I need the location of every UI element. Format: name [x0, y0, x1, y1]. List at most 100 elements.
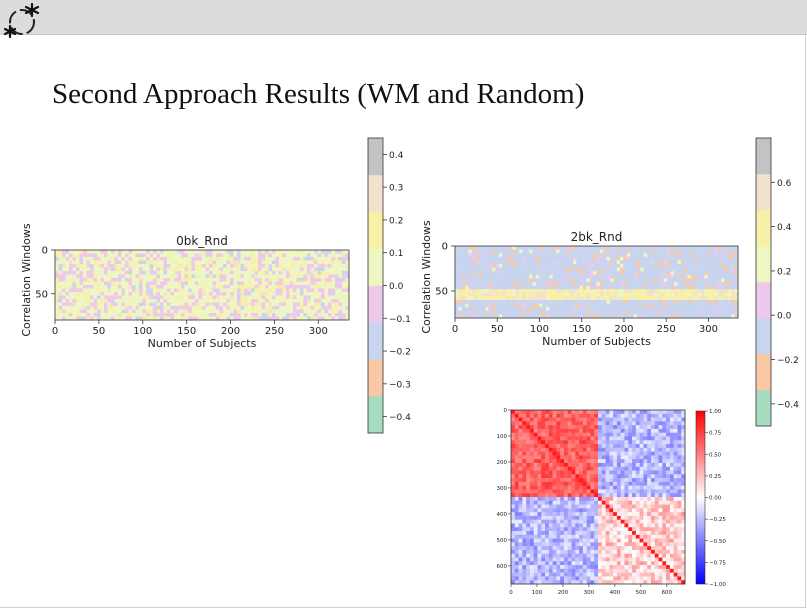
heatmap3-cell — [609, 440, 614, 445]
heatmap2-cell — [583, 253, 587, 258]
heatmap2-cell — [566, 285, 570, 290]
heatmap2-cell — [599, 289, 604, 294]
heatmap1-cell — [107, 271, 112, 275]
heatmap2-cell — [697, 278, 702, 283]
heatmap1-cell — [205, 281, 210, 286]
heatmap1-cell — [167, 309, 171, 314]
heatmap1-cell — [219, 278, 224, 282]
heatmap2-cell — [606, 249, 611, 254]
heatmap2-cell — [471, 253, 476, 258]
heatmap1-cell — [251, 306, 255, 310]
heatmap3-cell — [654, 455, 659, 460]
heatmap1-cell — [160, 309, 164, 314]
heatmap1-cell — [139, 295, 143, 300]
heatmap3-cell — [620, 523, 625, 528]
heatmap2-cell — [485, 314, 490, 319]
heatmap2-cell — [717, 246, 722, 250]
heatmap1-cell — [121, 260, 126, 265]
heatmap1-cell — [167, 274, 171, 279]
heatmap1-cell — [286, 302, 290, 307]
heatmap2-cell — [545, 310, 550, 315]
heatmap2-cell — [670, 314, 675, 319]
heatmap1-cell — [328, 313, 332, 317]
heatmap2-cell — [583, 267, 587, 272]
heatmap3-cell — [567, 470, 572, 475]
heatmap3-cell — [548, 504, 553, 509]
heatmap1-cell — [142, 285, 147, 289]
heatmap3-cell — [556, 500, 561, 505]
heatmap3-cell — [526, 519, 531, 524]
heatmap2-cell — [458, 296, 463, 301]
heatmap3-cell — [616, 459, 621, 464]
heatmap3-cell — [560, 519, 565, 524]
heatmap1-cell — [230, 278, 234, 282]
heatmap1-cell — [174, 316, 178, 321]
heatmap1-cell — [275, 295, 280, 300]
heatmap1-cell — [261, 299, 266, 303]
heatmap1-cell — [261, 250, 266, 254]
heatmap1-cell — [289, 299, 294, 303]
heatmap3-cell — [518, 421, 523, 426]
heatmap3-cell — [541, 478, 546, 483]
heatmap2-cell — [714, 300, 719, 304]
heatmap1-cell — [195, 299, 199, 303]
heatmap2-cell — [481, 292, 486, 297]
heatmap1-cell — [90, 267, 94, 272]
heatmap3-cell — [628, 523, 633, 528]
heatmap1-cell — [219, 250, 224, 254]
heatmap3-cell — [673, 515, 678, 520]
heatmap3-cell — [537, 523, 542, 528]
heatmap1-cell — [142, 292, 147, 296]
heatmap3-cell — [643, 413, 648, 418]
heatmap2-cell — [492, 253, 496, 258]
heatmap2-cell — [495, 292, 500, 297]
heatmap1-cell — [86, 302, 91, 307]
heatmap2-cell — [519, 296, 523, 301]
heatmap3-cell — [518, 470, 523, 475]
heatmap2-cell — [492, 292, 496, 297]
heatmap3-cell — [590, 432, 595, 437]
heatmap3-cell — [632, 421, 637, 426]
heatmap2-cell — [481, 271, 486, 276]
heatmap3-cell — [541, 466, 546, 471]
heatmap3-cell — [628, 508, 633, 513]
heatmap3-cell — [658, 451, 663, 456]
heatmap1-cell — [125, 253, 129, 258]
heatmap2-cell — [559, 278, 564, 283]
heatmap3-cell — [601, 466, 606, 471]
heatmap2-cell — [535, 256, 540, 261]
heatmap2-cell — [650, 303, 655, 308]
heatmap3-cell — [537, 432, 542, 437]
heatmap1-cell — [293, 278, 297, 282]
heatmap3-cell — [673, 493, 678, 498]
heatmap1-cell — [247, 295, 252, 300]
heatmap2-cell — [495, 246, 500, 250]
heatmap3-cell — [563, 466, 569, 471]
heatmap2-cell — [492, 246, 496, 250]
heatmap2-cell — [633, 310, 638, 315]
heatmap1-cell — [265, 299, 269, 303]
heatmap1-cell — [209, 309, 213, 314]
heatmap3-cell — [669, 500, 674, 505]
heatmap2-cell — [663, 303, 668, 308]
heatmap2-cell — [717, 264, 722, 268]
heatmap2-cell — [680, 310, 685, 315]
heatmap3-cell — [628, 531, 633, 536]
heatmap3-cell — [579, 493, 584, 498]
heatmap1-cell — [317, 309, 322, 314]
heatmap1-cell — [240, 274, 245, 279]
heatmap2-cell — [633, 307, 638, 312]
heatmap2-cell — [566, 289, 570, 294]
heatmap2-cell — [535, 264, 540, 268]
heatmap3-cell — [556, 534, 561, 539]
heatmap2-cell — [707, 285, 712, 290]
heatmap2-cell — [731, 271, 736, 276]
heatmap3-cell — [514, 500, 519, 505]
heatmap1-cell — [317, 250, 322, 254]
heatmap2-cell — [731, 314, 736, 319]
heatmap1-cell — [153, 285, 157, 289]
heatmap3-cell — [601, 493, 606, 498]
heatmap3-cell — [639, 455, 644, 460]
heatmap1-cell — [188, 274, 192, 279]
heatmap3-cell — [669, 508, 674, 513]
